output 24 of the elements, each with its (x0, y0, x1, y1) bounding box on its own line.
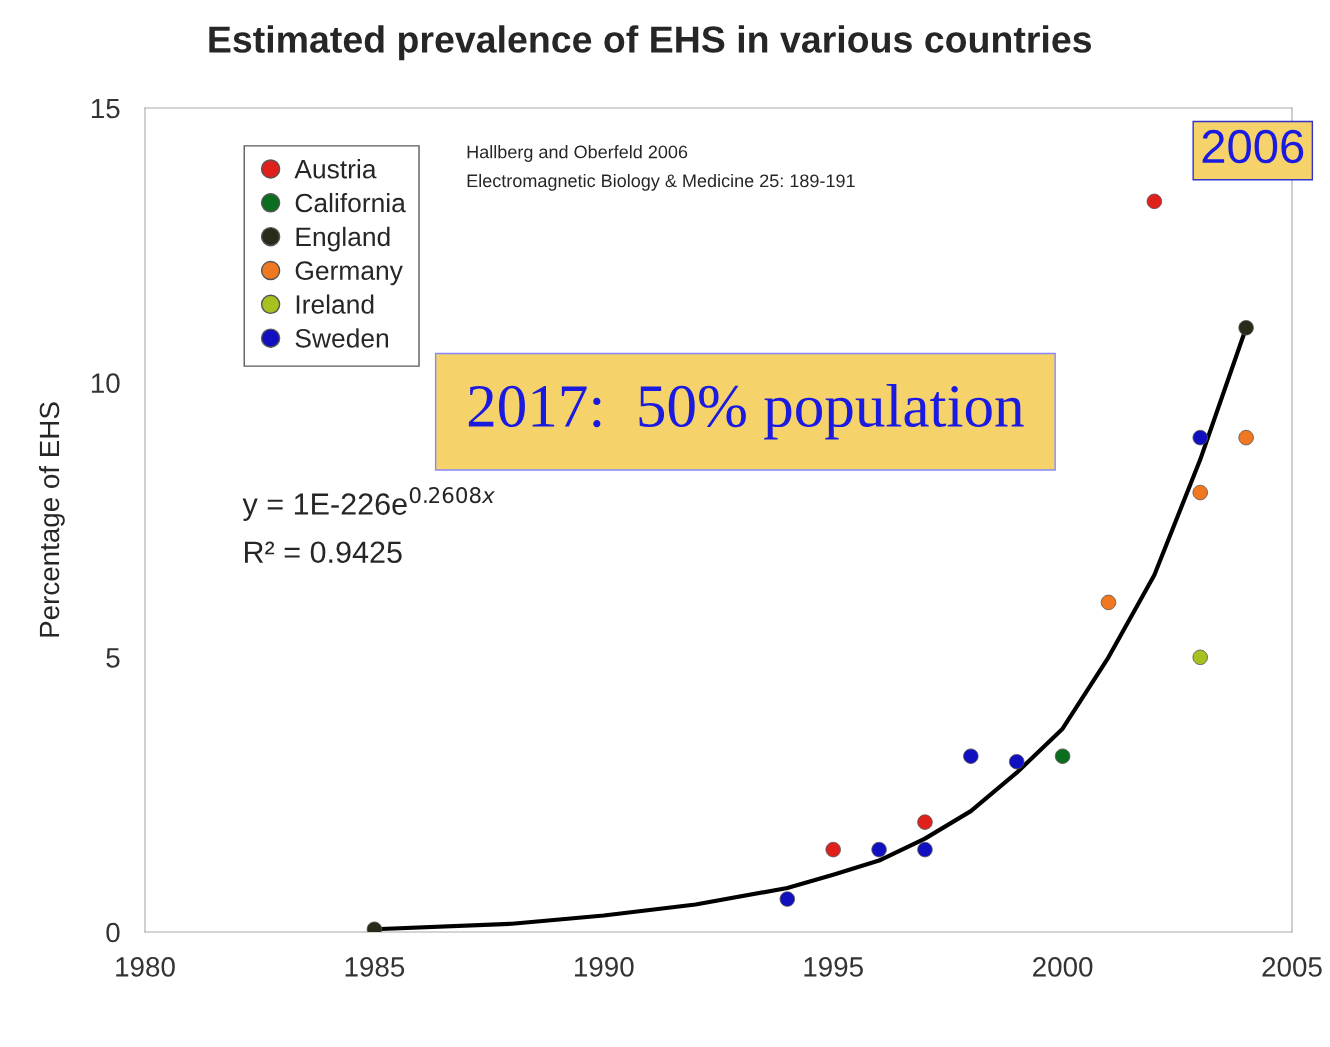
y-tick-label: 0 (106, 922, 120, 943)
x-tick-label: 2005 (1262, 957, 1322, 977)
legend-label: Germany (295, 261, 403, 286)
legend-label: England (296, 226, 390, 252)
y-axis-title: Percentage of EHS (38, 402, 65, 637)
annotation: Electromagnetic Biology & Medicine 25: 189-191 (467, 173, 855, 191)
y-tick-label: 15 (91, 98, 120, 119)
legend-label: Ireland (296, 294, 374, 314)
legend-label: California (295, 192, 406, 213)
legend-label: Sweden (295, 328, 389, 348)
x-tick-label: 1995 (804, 957, 863, 977)
y-tick-label: 10 (91, 373, 120, 394)
x-tick-label: 1990 (575, 957, 634, 977)
x-tick-label: 1985 (345, 957, 405, 977)
annotation: 2006 (1202, 129, 1304, 164)
annotation: R² = 0.9425 (245, 541, 402, 564)
x-tick-label: 1980 (116, 957, 175, 977)
y-tick-label: 5 (106, 648, 120, 668)
annotation: 2017: 50% population (468, 384, 1024, 440)
x-tick-label: 2000 (1033, 957, 1093, 977)
annotation: y = 1E-226e$^{0.2608x}$ (242, 487, 495, 521)
annotation: Hallberg and Oberfeld 2006 (467, 145, 688, 162)
chart-title: Estimated prevalence of EHS in various countries (209, 25, 1092, 61)
legend-label: Austria (294, 159, 377, 179)
